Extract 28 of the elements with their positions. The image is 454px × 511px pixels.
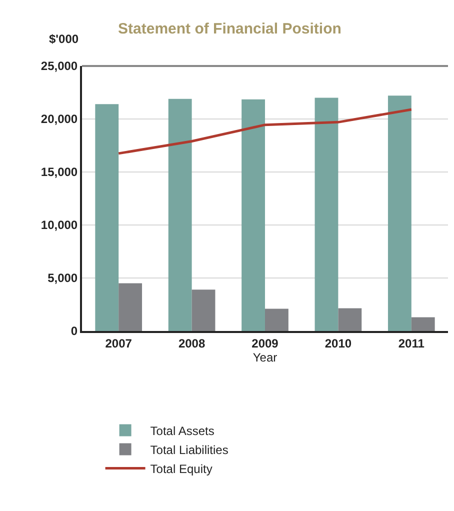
- legend-label: Total Equity: [150, 462, 212, 476]
- bar: [118, 283, 142, 331]
- legend-label: Total Liabilities: [150, 442, 228, 457]
- x-tick-label: 2009: [252, 336, 279, 350]
- y-tick-label: 15,000: [40, 165, 78, 180]
- y-tick-label: 25,000: [40, 59, 78, 74]
- legend-label: Total Assets: [150, 424, 214, 438]
- y-axis-title: $'000: [49, 32, 79, 46]
- x-tick-label: 2011: [398, 336, 425, 350]
- y-tick-label: 0: [70, 324, 78, 338]
- x-tick-label: 2007: [105, 336, 132, 350]
- y-tick-label: 10,000: [40, 218, 78, 232]
- bar: [242, 99, 265, 331]
- x-tick-label: 2008: [178, 336, 206, 350]
- bar: [265, 308, 288, 331]
- bar: [192, 290, 216, 331]
- bar: [338, 308, 362, 331]
- y-tick-label: 20,000: [40, 112, 78, 126]
- y-tick-label: 5,000: [48, 271, 78, 286]
- bar: [411, 317, 435, 331]
- bar: [314, 98, 338, 331]
- bar: [95, 104, 119, 331]
- bar: [168, 98, 192, 331]
- chart-title: Statement of Financial Position: [118, 20, 342, 38]
- x-tick-label: 2010: [324, 336, 352, 350]
- line-series: [117, 108, 413, 155]
- bar: [388, 96, 412, 331]
- x-axis-title: Year: [252, 350, 278, 364]
